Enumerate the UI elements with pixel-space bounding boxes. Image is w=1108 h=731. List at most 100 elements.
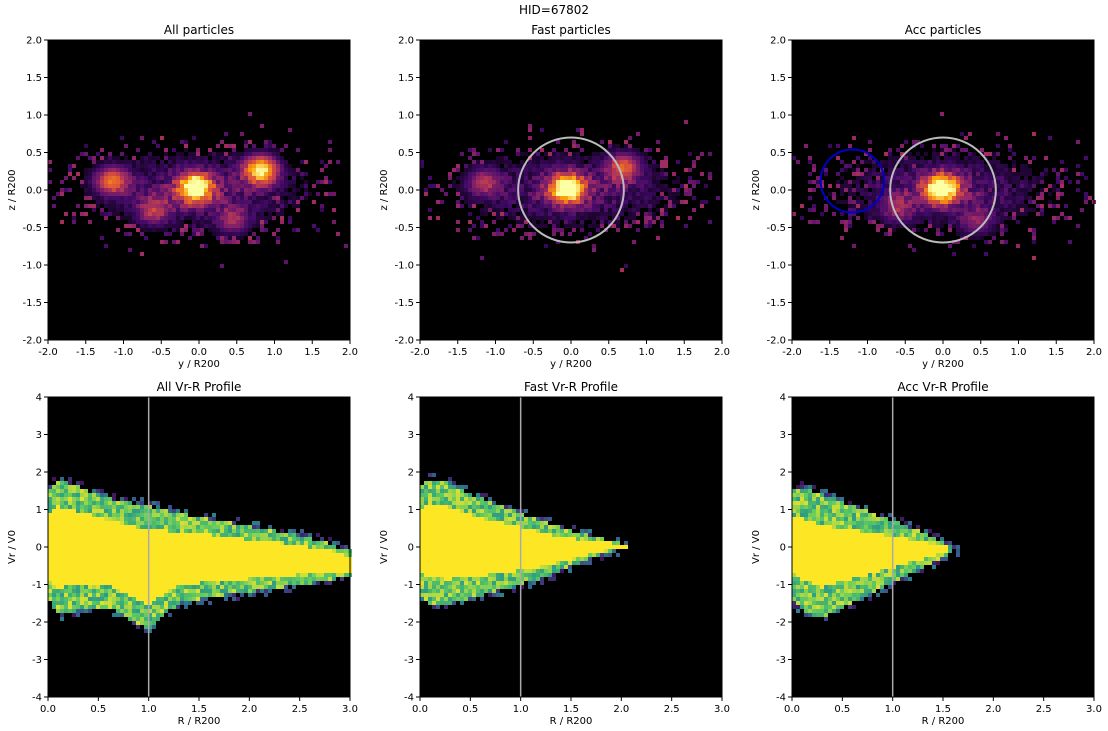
heatmap-cell [316,228,320,232]
heatmap-cell [92,208,96,212]
heatmap-cell [244,140,248,144]
heatmap-cell [180,220,184,224]
heatmap-cell [256,549,260,553]
heatmap-cell [616,184,620,188]
heatmap-cell [268,204,272,208]
heatmap-cell [560,200,564,204]
heatmap-cell [196,569,200,573]
heatmap-cell [88,204,92,208]
heatmap-cell [856,204,860,208]
heatmap-cell [288,589,292,593]
heatmap-cell [144,549,148,553]
heatmap-cell [428,176,432,180]
heatmap-cell [612,144,616,148]
heatmap-cell [48,557,52,561]
heatmap-cell [480,188,484,192]
heatmap-cell [204,573,208,577]
heatmap-cell [204,196,208,200]
heatmap-cell [96,489,100,493]
heatmap-cell [940,112,944,116]
heatmap-cell [976,220,980,224]
heatmap-cell [964,168,968,172]
heatmap-cell [188,224,192,228]
heatmap-cell [688,188,692,192]
heatmap-cell [532,152,536,156]
heatmap-cell [616,188,620,192]
heatmap-cell [184,525,188,529]
heatmap-cell [848,164,852,168]
heatmap-cell [208,208,212,212]
heatmap-cell [152,557,156,561]
heatmap-cell [908,156,912,160]
y-tick-label: 1.5 [26,73,42,84]
heatmap-cell [84,188,88,192]
heatmap-cell [208,517,212,521]
heatmap-cell [128,204,132,208]
heatmap-cell [624,144,628,148]
heatmap-cell [144,561,148,565]
heatmap-cell [1040,204,1044,208]
heatmap-cell [216,553,220,557]
heatmap-cell [496,184,500,188]
heatmap-cell [480,172,484,176]
heatmap-cell [644,188,648,192]
heatmap-cell [192,168,196,172]
heatmap-cell [228,581,232,585]
heatmap-cell [200,232,204,236]
heatmap-cell [980,204,984,208]
heatmap-cell [124,164,128,168]
heatmap-cell [472,184,476,188]
heatmap-cell [196,553,200,557]
heatmap-cell [572,144,576,148]
heatmap-cell [332,561,336,565]
heatmap-cell [236,537,240,541]
heatmap-cell [144,521,148,525]
heatmap-cell [308,192,312,196]
heatmap-cell [236,184,240,188]
heatmap-cell [804,144,808,148]
heatmap-cell [200,184,204,188]
heatmap-cell [276,228,280,232]
heatmap-cell [248,180,252,184]
heatmap-cell [136,529,140,533]
heatmap-cell [516,220,520,224]
heatmap-cell [116,176,120,180]
heatmap-cell [500,188,504,192]
heatmap-cell [280,200,284,204]
heatmap-cell [664,212,668,216]
heatmap-cell [304,565,308,569]
heatmap-cell [100,176,104,180]
heatmap-cells [420,120,720,272]
heatmap-cell [964,180,968,184]
heatmap-cell [76,557,80,561]
heatmap-cell [628,208,632,212]
heatmap-cell [328,573,332,577]
heatmap-cell [72,497,76,501]
heatmap-cell [988,196,992,200]
heatmap-cell [1020,188,1024,192]
heatmap-cell [884,220,888,224]
heatmap-cell [596,172,600,176]
heatmap-cell [48,589,52,593]
heatmap-cell [932,208,936,212]
heatmap-cell [184,164,188,168]
heatmap-cell [208,521,212,525]
heatmap-cell [100,529,104,533]
heatmap-cell [300,196,304,200]
heatmap-cell [932,204,936,208]
heatmap-cell [956,220,960,224]
heatmap-cell [136,601,140,605]
heatmap-cell [864,204,868,208]
heatmap-cell [984,200,988,204]
heatmap-cell [964,208,968,212]
heatmap-cell [200,597,204,601]
heatmap-cell [824,208,828,212]
heatmap-cell [624,192,628,196]
heatmap-cell [100,196,104,200]
heatmap-cell [636,160,640,164]
heatmap-cell [204,577,208,581]
heatmap-cell [664,196,668,200]
heatmap-cell [152,549,156,553]
heatmap-cell [104,545,108,549]
heatmap-cell [1056,216,1060,220]
